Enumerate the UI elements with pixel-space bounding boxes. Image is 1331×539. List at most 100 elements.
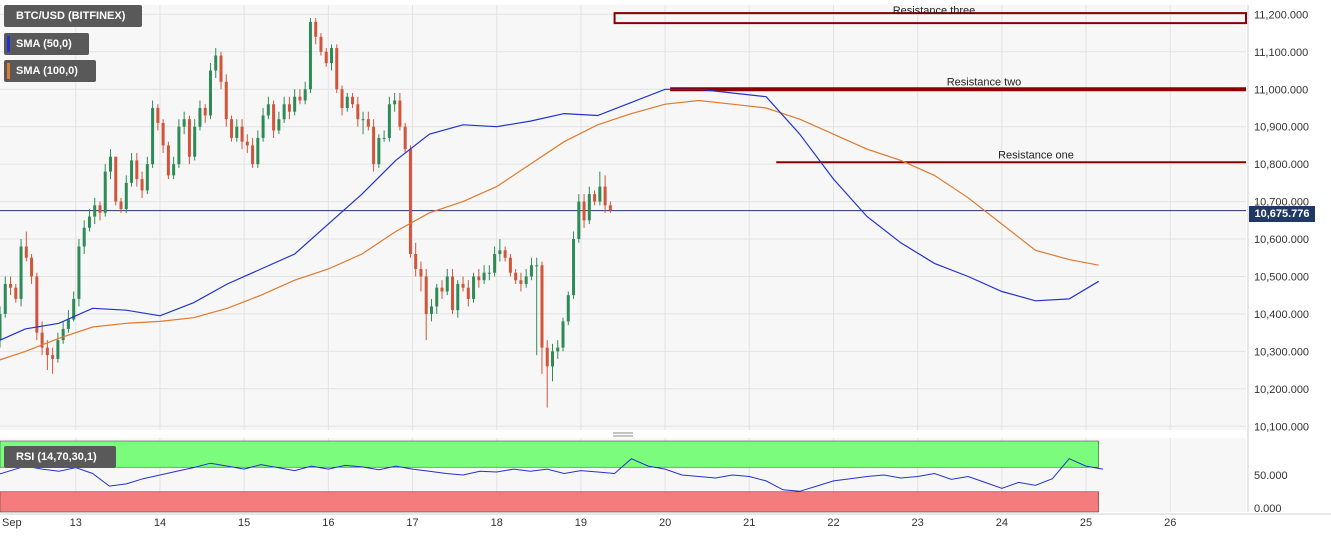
candle-body bbox=[303, 89, 307, 101]
candle bbox=[508, 254, 512, 277]
x-tick-label: 13 bbox=[70, 517, 82, 529]
candle-body bbox=[261, 115, 265, 138]
sma100-swatch bbox=[7, 63, 10, 79]
candle-body bbox=[308, 21, 312, 90]
candle-body bbox=[277, 119, 281, 131]
candle-body bbox=[572, 239, 576, 296]
candle-body bbox=[366, 119, 370, 127]
candle bbox=[30, 254, 34, 284]
candle-body bbox=[51, 355, 55, 359]
price-tick-label: 10,900.000 bbox=[1254, 122, 1309, 134]
candle-body bbox=[114, 156, 118, 202]
candle-body bbox=[608, 205, 612, 211]
candle-body bbox=[477, 276, 481, 281]
candle bbox=[182, 111, 186, 135]
sma50-legend[interactable]: SMA (50,0) bbox=[4, 33, 89, 55]
candle bbox=[545, 340, 549, 408]
resistance-label: Resistance three bbox=[893, 5, 976, 17]
candle-body bbox=[324, 51, 328, 64]
candle-body bbox=[535, 265, 539, 267]
candle-body bbox=[314, 21, 318, 37]
candle-body bbox=[351, 96, 355, 105]
candle-body bbox=[582, 201, 586, 221]
candle bbox=[98, 201, 102, 221]
candle-body bbox=[272, 104, 276, 131]
candle bbox=[9, 276, 13, 296]
rsi-legend[interactable]: RSI (14,70,30,1) bbox=[4, 446, 116, 468]
sma50-label: SMA (50,0) bbox=[16, 38, 72, 50]
candle-body bbox=[387, 104, 391, 138]
candle-body bbox=[414, 254, 418, 269]
candle bbox=[498, 239, 502, 262]
candle-body bbox=[177, 126, 181, 165]
candle bbox=[587, 186, 591, 225]
candle-body bbox=[451, 276, 455, 311]
candle-body bbox=[151, 107, 155, 165]
candle-body bbox=[287, 104, 291, 112]
candle-body bbox=[424, 276, 428, 314]
candle bbox=[398, 92, 402, 131]
x-tick-label: 24 bbox=[996, 517, 1008, 529]
candle bbox=[119, 197, 123, 213]
candle bbox=[319, 33, 323, 56]
instrument-legend[interactable]: BTC/USD (BITFINEX) bbox=[4, 5, 142, 27]
candle-body bbox=[166, 145, 170, 176]
candle bbox=[603, 175, 607, 213]
candle-body bbox=[3, 283, 7, 314]
x-tick-label: Sep bbox=[2, 517, 22, 529]
candle-body bbox=[24, 246, 28, 258]
candle-body bbox=[566, 295, 570, 322]
candle-body bbox=[282, 104, 286, 120]
candle-body bbox=[498, 250, 502, 255]
rsi-overbought-zone bbox=[0, 440, 1099, 468]
candle bbox=[435, 283, 439, 314]
candle-body bbox=[456, 283, 460, 311]
candle bbox=[256, 130, 260, 168]
candle-body bbox=[335, 48, 339, 90]
candle bbox=[172, 156, 176, 180]
candle-body bbox=[72, 298, 76, 320]
candle bbox=[393, 92, 397, 112]
rsi-line bbox=[0, 458, 1103, 492]
candle-body bbox=[472, 276, 476, 299]
candle bbox=[14, 283, 18, 303]
price-tick-label: 10,600.000 bbox=[1254, 234, 1309, 246]
price-tick-label: 10,500.000 bbox=[1254, 271, 1309, 283]
candle-body bbox=[577, 201, 581, 240]
candle-body bbox=[524, 276, 528, 284]
candle-body bbox=[245, 141, 249, 146]
sma100-line bbox=[0, 99, 1099, 361]
candle-body bbox=[293, 96, 297, 112]
candle bbox=[519, 272, 523, 292]
candle bbox=[19, 239, 23, 307]
candle bbox=[235, 119, 239, 142]
sma100-legend[interactable]: SMA (100,0) bbox=[4, 60, 96, 82]
candle-body bbox=[14, 287, 18, 299]
candle-body bbox=[550, 351, 554, 367]
candle-body bbox=[598, 186, 602, 202]
candle-body bbox=[77, 246, 81, 299]
candle bbox=[51, 347, 55, 374]
x-tick-label: 17 bbox=[406, 517, 418, 529]
candle-body bbox=[408, 149, 412, 255]
x-tick-label: 23 bbox=[912, 517, 924, 529]
candle-body bbox=[377, 137, 381, 165]
candle-body bbox=[214, 55, 218, 71]
candle-body bbox=[161, 122, 165, 146]
candle-body bbox=[182, 119, 186, 127]
candle bbox=[35, 272, 39, 341]
candle bbox=[198, 100, 202, 131]
candle bbox=[482, 265, 486, 284]
candle bbox=[593, 190, 597, 206]
candle-body bbox=[319, 36, 323, 52]
candle bbox=[130, 152, 134, 187]
x-tick-label: 21 bbox=[743, 517, 755, 529]
candle bbox=[361, 111, 365, 135]
price-tick-label: 10,200.000 bbox=[1254, 384, 1309, 396]
candle-body bbox=[587, 194, 591, 221]
candle bbox=[308, 18, 312, 93]
candle bbox=[140, 171, 144, 198]
candle bbox=[377, 134, 381, 168]
candle bbox=[161, 119, 165, 153]
candle bbox=[340, 85, 344, 116]
